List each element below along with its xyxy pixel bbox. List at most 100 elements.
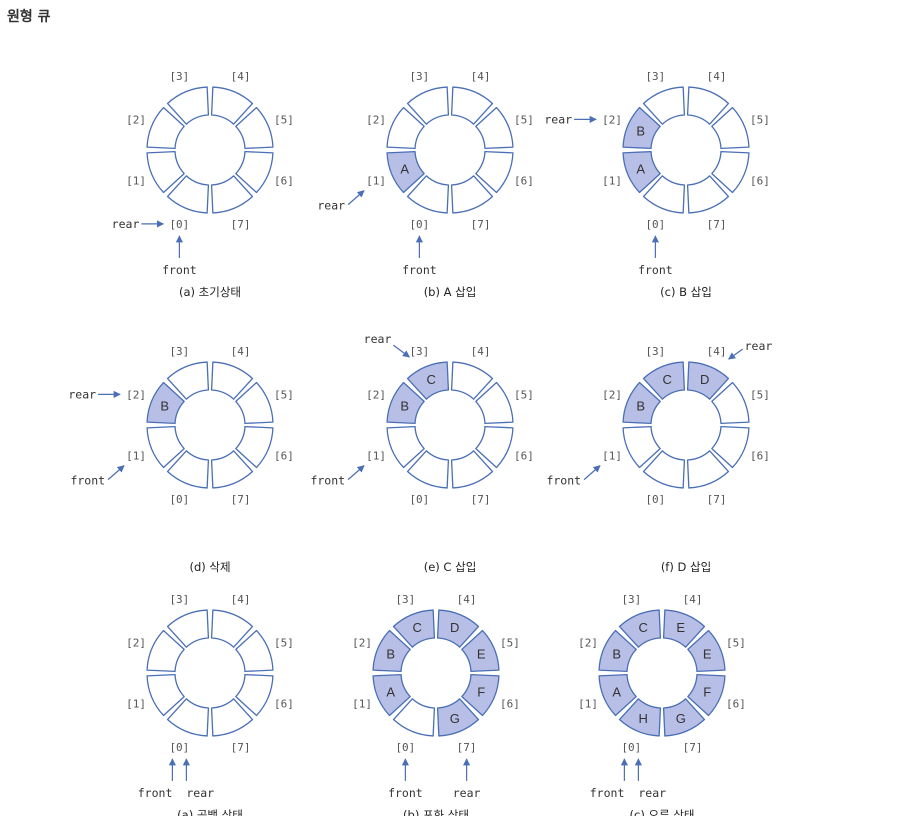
slot-index-label: [1] [366, 175, 386, 188]
queue-slot-5 [687, 629, 726, 673]
queue-slot-5 [235, 381, 274, 425]
slot-index-label: [4] [683, 593, 703, 606]
queue-slot-5 [711, 106, 750, 150]
diagram-caption: (d) 삭제 [189, 560, 230, 574]
pointer-arrow [393, 344, 410, 358]
queue-slot-5 [475, 381, 514, 425]
slot-index-label: [0] [409, 493, 429, 506]
pointer-label: rear [453, 786, 481, 800]
slot-value: C [413, 620, 422, 635]
slot-index-label: [2] [602, 388, 622, 401]
pointer-label: front [138, 786, 173, 800]
slot-index-label: [2] [126, 113, 146, 126]
slot-index-label: [6] [274, 450, 294, 463]
queue-slot-2 [146, 629, 185, 673]
slot-index-label: [1] [602, 175, 622, 188]
queue-slot-4 [686, 361, 730, 400]
pointer-label: rear [745, 339, 773, 353]
slot-value: E [477, 647, 486, 662]
queue-slot-4 [450, 86, 494, 125]
slot-index-label: [4] [231, 70, 251, 83]
queue-slot-7 [662, 698, 706, 737]
slot-value: C [639, 620, 648, 635]
slot-index-label: [4] [231, 593, 251, 606]
pointer-label: rear [544, 112, 572, 126]
slot-value: C [427, 372, 436, 387]
slot-index-label: [7] [231, 741, 251, 754]
queue-slot-1 [386, 150, 425, 194]
queue-slot-2 [372, 629, 411, 673]
slot-value: C [663, 372, 672, 387]
queue-slot-0 [392, 698, 436, 737]
queue-slot-4 [210, 86, 254, 125]
queue-slot-1 [372, 673, 411, 717]
slot-index-label: [2] [352, 636, 372, 649]
queue-slot-5 [235, 629, 274, 673]
slot-index-label: [3] [409, 70, 429, 83]
slot-value: G [450, 711, 460, 726]
slot-value: F [477, 684, 485, 699]
queue-slot-3 [166, 609, 210, 648]
slot-index-label: [3] [409, 345, 429, 358]
queue-diagram-6: [0] [1] [2] [3] [4] [5] [6] [7] (a) 공백 상태 front re… [126, 593, 294, 816]
slot-index-label: [0] [395, 741, 415, 754]
diagram-caption: (c) B 삽입 [660, 285, 712, 299]
slot-index-label: [3] [169, 345, 189, 358]
pointer-label: front [402, 263, 437, 277]
diagram-caption: (b) A 삽입 [424, 285, 477, 299]
queue-diagram-5: [0] [1] B [2] C [3] D [4] [5] [6] [7] (f) D 삽입 rear f… [546, 339, 772, 574]
slot-index-label: [3] [169, 70, 189, 83]
slot-index-label: [7] [231, 493, 251, 506]
slot-index-label: [2] [126, 388, 146, 401]
diagram-caption: (e) C 삽입 [424, 560, 477, 574]
slot-index-label: [7] [471, 218, 491, 231]
slot-index-label: [5] [274, 388, 294, 401]
queue-slot-2 [622, 106, 661, 150]
queue-slot-1 [598, 673, 637, 717]
queue-slot-5 [711, 381, 750, 425]
slot-value: B [400, 399, 409, 414]
slot-index-label: [5] [500, 636, 520, 649]
queue-slot-1 [146, 425, 185, 469]
queue-slot-3 [406, 86, 450, 125]
slot-index-label: [1] [126, 698, 146, 711]
queue-slot-0 [406, 450, 450, 489]
queue-slot-6 [711, 150, 750, 194]
slot-index-label: [6] [274, 698, 294, 711]
pointer-label: rear [68, 387, 96, 401]
queue-diagram-7: [0] A [1] B [2] C [3] D [4] E [5] F [6] G [7] (b) 포화 상태… [352, 593, 520, 816]
queue-diagram-2: [0] A [1] B [2] [3] [4] [5] [6] [7] (c) B 삽입 rear fr… [544, 70, 769, 299]
pointer-label: front [162, 263, 197, 277]
slot-index-label: [5] [514, 113, 534, 126]
diagram-caption: (f) D 삽입 [661, 560, 711, 574]
queue-slot-3 [406, 361, 450, 400]
slot-value: B [636, 399, 645, 414]
queue-slot-3 [166, 86, 210, 125]
slot-index-label: [2] [366, 388, 386, 401]
slot-value: B [612, 647, 621, 662]
queue-slot-4 [436, 609, 480, 648]
slot-index-label: [0] [169, 741, 189, 754]
slot-value: H [639, 711, 648, 726]
slot-index-label: [7] [707, 493, 727, 506]
queue-slot-4 [210, 609, 254, 648]
slot-index-label: [1] [366, 450, 386, 463]
slot-index-label: [0] [409, 218, 429, 231]
queue-slot-3 [642, 361, 686, 400]
diagram-caption: (a) 공백 상태 [177, 808, 243, 816]
slot-index-label: [7] [457, 741, 477, 754]
queue-diagram-3: [0] [1] B [2] [3] [4] [5] [6] [7] (d) 삭제 rear front [68, 345, 293, 574]
slot-index-label: [6] [514, 450, 534, 463]
slot-index-label: [6] [514, 175, 534, 188]
queue-slot-6 [235, 425, 274, 469]
pointer-label: front [310, 474, 345, 488]
pointer-label: front [388, 786, 423, 800]
slot-index-label: [1] [352, 698, 372, 711]
queue-slot-0 [642, 175, 686, 214]
queue-slot-7 [210, 450, 254, 489]
queue-slot-7 [686, 175, 730, 214]
page-title: 원형 큐 [7, 9, 51, 25]
pointer-label: rear [638, 786, 666, 800]
queue-slot-7 [210, 175, 254, 214]
queue-slot-7 [450, 175, 494, 214]
